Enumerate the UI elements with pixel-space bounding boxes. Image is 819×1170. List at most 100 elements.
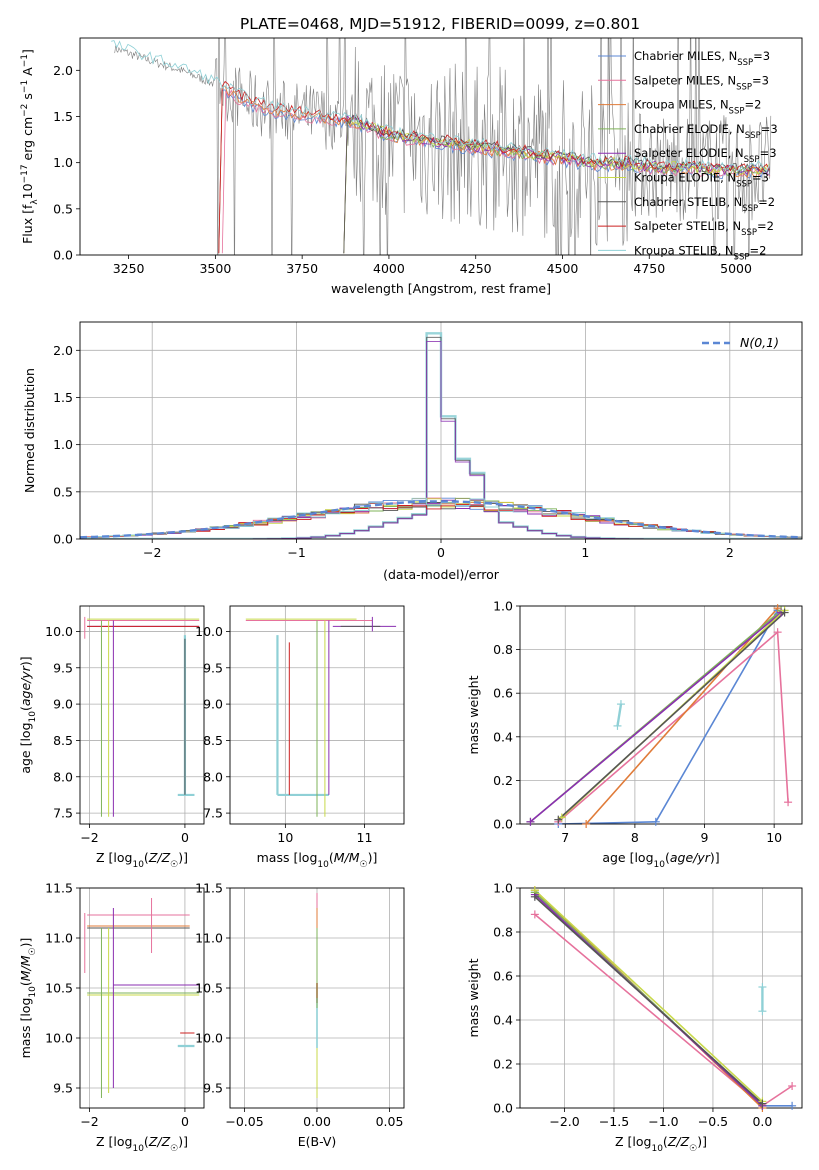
axes-frame [79, 321, 803, 540]
axes-frame [79, 37, 803, 256]
y-tick-label: 8.5 [203, 733, 223, 748]
model-spectrum-line [343, 114, 770, 254]
y-tick-label: 10.0 [45, 624, 73, 639]
observed-spectrum [114, 38, 772, 255]
x-tick-label: 5000 [720, 261, 752, 276]
x-axis-label: (data-model)/error [383, 567, 500, 582]
y-tick-label: 9.5 [203, 660, 223, 675]
y-tick-label: 0.4 [493, 729, 513, 744]
axes-frame [229, 887, 405, 1109]
x-tick-label: 8 [631, 830, 639, 845]
y-tick-label: 11.0 [45, 931, 73, 946]
age-vs-metallicity-panel: −2 0 7.5 8.0 8.5 9.0 9.5 10.0 Z [log10(Z/Z☉)] age… [18, 605, 205, 870]
x-tick-label: −2.0 [549, 1114, 579, 1129]
grid [520, 605, 802, 825]
x-axis-label: age [log10(age/yr)] [602, 850, 719, 870]
y-tick-label: 1.0 [493, 881, 513, 896]
y-tick-label: 1.5 [53, 109, 73, 124]
axes-frame [79, 887, 205, 1109]
model-spectrum-line [343, 116, 770, 254]
legend-entry: Chabrier ELODIE, NSSP=3 [634, 122, 778, 141]
y-tick-label: 8.5 [53, 733, 73, 748]
x-axis-label: Z [log10(Z/Z☉)] [96, 1134, 188, 1154]
axes-frame [519, 605, 803, 825]
legend-entry: Kroupa ELODIE, NSSP=3 [634, 171, 769, 190]
spectrum-panel: 3250 3500 3750 4000 4250 4500 4750 5000 0.0 0.5 1.… [20, 37, 803, 296]
y-tick-label: 2.0 [53, 63, 73, 78]
axes-frame [229, 605, 405, 825]
y-axis-label: mass weight [466, 958, 481, 1037]
legend-entry: N(0,1) [740, 335, 779, 350]
x-tick-label: 9 [701, 830, 709, 845]
legend-entry: Chabrier MILES, NSSP=3 [634, 49, 770, 68]
y-tick-label: 11.5 [195, 881, 223, 896]
y-tick-label: 10.0 [45, 1031, 73, 1046]
age-vs-mass-panel: 10 11 7.5 8.0 8.5 9.0 9.5 10.0 mass [log10(M/M☉)… [195, 605, 405, 870]
x-axis-label: wavelength [Angstrom, rest frame] [331, 281, 551, 296]
y-tick-label: 0.2 [493, 1057, 513, 1072]
y-tick-label: 2.0 [53, 343, 73, 358]
y-tick-label: 10.0 [195, 624, 223, 639]
y-tick-label: 11.5 [45, 881, 73, 896]
y-axis-label: mass weight [466, 675, 481, 754]
y-tick-label: 10.5 [195, 981, 223, 996]
gaussian-curve [80, 500, 802, 539]
x-tick-label: 0.05 [376, 1114, 404, 1129]
x-tick-label: 11 [357, 830, 373, 845]
y-tick-label: 0.8 [493, 642, 513, 657]
x-tick-label: 4250 [460, 261, 492, 276]
y-tick-label: 0.0 [493, 817, 513, 832]
weight-vs-age-panel: 7 8 9 10 0.0 0.2 0.4 0.6 0.8 1.0 age [log10(age/yr… [466, 599, 803, 870]
x-tick-label: 2 [726, 545, 734, 560]
x-tick-label: 10 [277, 830, 293, 845]
model-spectrum-line [111, 40, 770, 173]
x-tick-label: 0 [437, 545, 445, 560]
x-tick-label: −2 [80, 1114, 98, 1129]
x-tick-label: 0.00 [303, 1114, 331, 1129]
x-tick-label: −2 [143, 545, 161, 560]
x-tick-label: −0.5 [698, 1114, 728, 1129]
y-tick-label: 0.5 [53, 201, 73, 216]
residuals-panel: −2 −1 0 1 2 0.0 0.5 1.0 1.5 2.0 N(0,1) Normed distr… [22, 321, 803, 582]
x-tick-label: 1 [581, 545, 589, 560]
x-tick-label: −0.05 [225, 1114, 263, 1129]
y-axis-label: mass [log10(M/M☉)] [18, 938, 38, 1059]
legend-entry: Chabrier STELIB, NSSP=2 [634, 195, 775, 214]
x-tick-label: 7 [561, 830, 569, 845]
y-tick-label: 0.0 [53, 248, 73, 263]
y-tick-label: 9.5 [203, 1081, 223, 1096]
x-axis-label: mass [log10(M/M☉)] [257, 850, 378, 870]
y-tick-label: 9.0 [53, 697, 73, 712]
mass-vs-metallicity-panel: −2 0 9.5 10.0 10.5 11.0 11.5 Z [log10(Z/Z☉)] mas… [18, 881, 205, 1154]
legend-entry: Salpeter ELODIE, NSSP=3 [634, 146, 777, 165]
y-tick-label: 1.5 [53, 390, 73, 405]
axes-frame [519, 887, 803, 1109]
legend-entry: Salpeter STELIB, NSSP=2 [634, 219, 774, 238]
legend-entry: Salpeter MILES, NSSP=3 [634, 73, 769, 92]
series-line [585, 607, 779, 824]
y-tick-label: 8.0 [53, 769, 73, 784]
plot-area [245, 616, 397, 817]
grid [80, 887, 204, 1108]
x-tick-label: 3250 [113, 261, 145, 276]
y-tick-label: 7.5 [53, 806, 73, 821]
x-tick-label: −1.5 [599, 1114, 629, 1129]
y-tick-label: 10.0 [195, 1031, 223, 1046]
mass-vs-extinction-panel: −0.05 0.00 0.05 9.5 10.0 10.5 11.0 11.5 E(B-V) [195, 881, 405, 1149]
plot-area [84, 616, 200, 817]
y-tick-label: 0.6 [493, 686, 513, 701]
y-axis-label: age [log10(age/yr)] [18, 656, 38, 773]
y-tick-label: 11.0 [195, 931, 223, 946]
x-axis-label: E(B-V) [298, 1134, 337, 1149]
y-tick-label: 9.0 [203, 697, 223, 712]
legend-entry: Kroupa MILES, NSSP=2 [634, 98, 761, 117]
series-line [557, 611, 786, 821]
y-tick-label: 0.0 [493, 1101, 513, 1116]
y-tick-label: 1.0 [53, 155, 73, 170]
x-axis-label: Z [log10(Z/Z☉)] [96, 850, 188, 870]
y-tick-label: 0.0 [53, 532, 73, 547]
x-tick-label: 0 [181, 1114, 189, 1129]
x-tick-label: 3750 [286, 261, 318, 276]
x-tick-label: −1.0 [648, 1114, 678, 1129]
